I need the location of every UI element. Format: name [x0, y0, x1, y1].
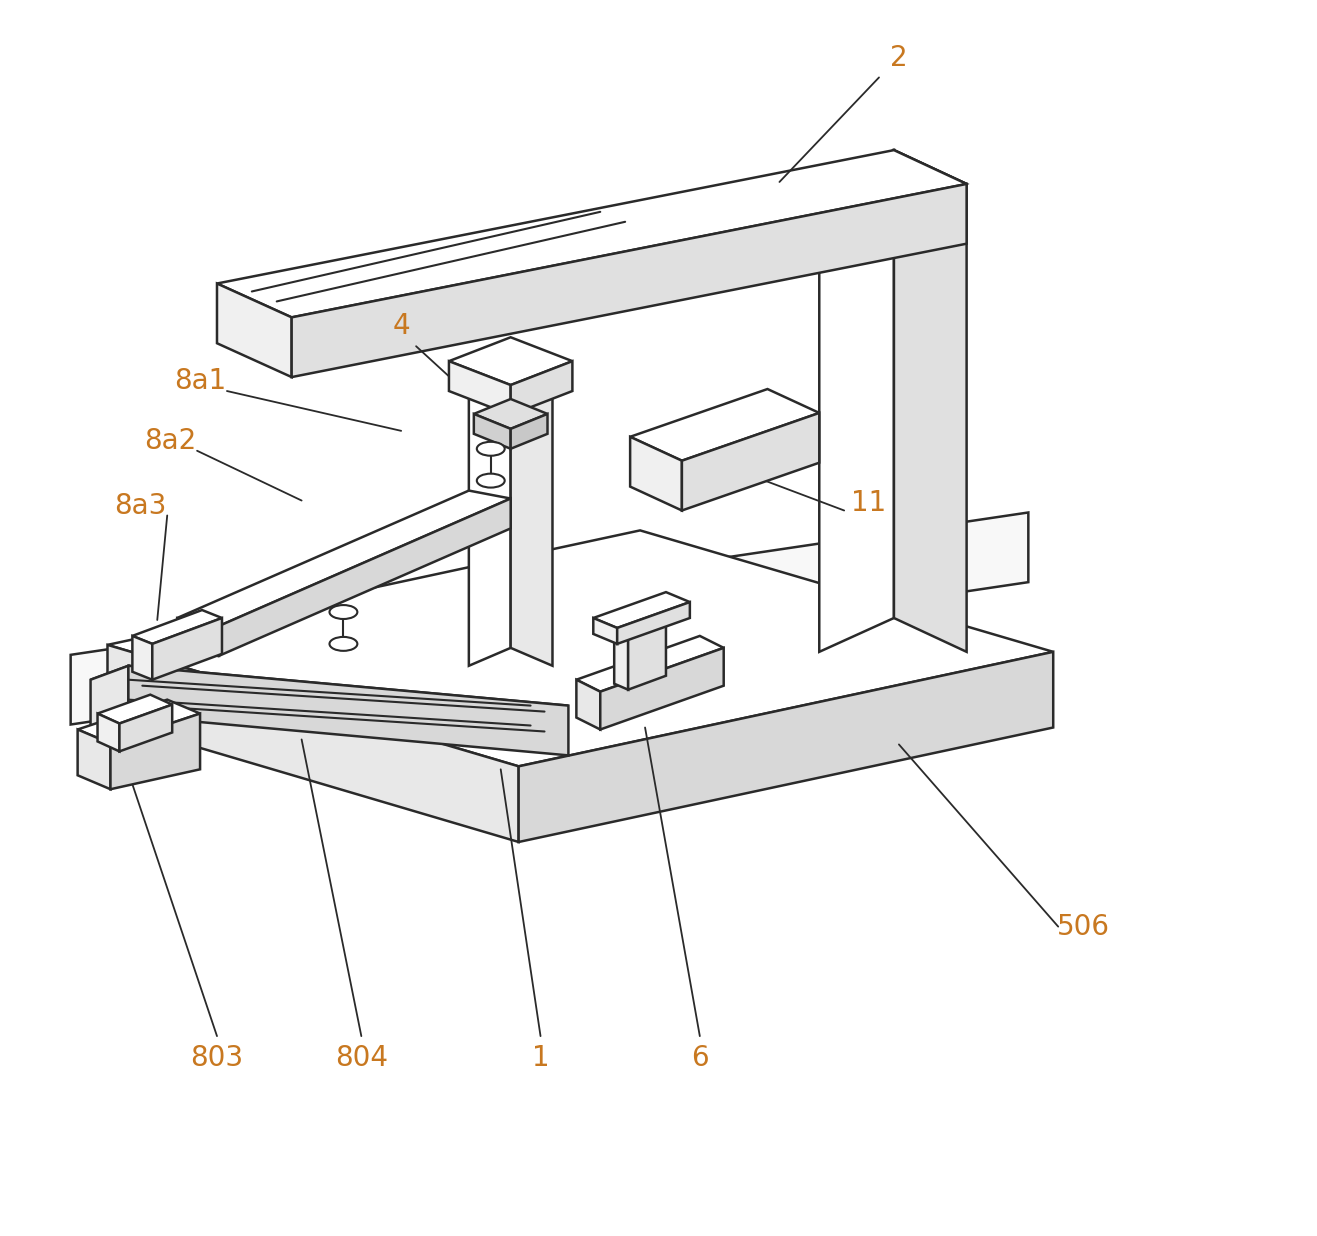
Polygon shape — [91, 666, 569, 719]
Polygon shape — [71, 513, 1029, 724]
Polygon shape — [108, 645, 519, 842]
Polygon shape — [894, 150, 967, 651]
Polygon shape — [519, 651, 1054, 842]
Polygon shape — [128, 666, 569, 755]
Polygon shape — [97, 695, 173, 723]
Text: 8a2: 8a2 — [144, 426, 196, 455]
Polygon shape — [78, 700, 200, 743]
Text: 803: 803 — [191, 1044, 244, 1072]
Polygon shape — [178, 618, 219, 656]
Polygon shape — [219, 498, 511, 656]
Polygon shape — [511, 361, 573, 415]
Polygon shape — [474, 399, 548, 429]
Polygon shape — [291, 184, 967, 377]
Polygon shape — [120, 705, 173, 751]
Polygon shape — [601, 648, 724, 729]
Polygon shape — [97, 713, 120, 751]
Ellipse shape — [329, 637, 357, 651]
Polygon shape — [618, 602, 690, 644]
Text: 8a3: 8a3 — [115, 492, 166, 519]
Polygon shape — [593, 592, 690, 628]
Polygon shape — [819, 150, 967, 218]
Polygon shape — [819, 150, 894, 651]
Polygon shape — [111, 713, 200, 790]
Polygon shape — [449, 337, 573, 386]
Text: 804: 804 — [335, 1044, 387, 1072]
Polygon shape — [153, 618, 223, 680]
Polygon shape — [469, 361, 511, 666]
Polygon shape — [682, 413, 819, 510]
Polygon shape — [630, 436, 682, 510]
Text: 2: 2 — [890, 43, 907, 72]
Text: 1: 1 — [532, 1044, 549, 1072]
Text: 4: 4 — [392, 313, 410, 340]
Polygon shape — [628, 620, 666, 690]
Polygon shape — [108, 530, 1054, 766]
Ellipse shape — [477, 441, 504, 456]
Polygon shape — [91, 666, 128, 729]
Polygon shape — [178, 491, 511, 625]
Polygon shape — [630, 389, 819, 461]
Text: 8a1: 8a1 — [174, 367, 227, 396]
Polygon shape — [614, 614, 666, 634]
Polygon shape — [78, 729, 111, 790]
Text: 506: 506 — [1056, 912, 1110, 941]
Polygon shape — [593, 618, 618, 644]
Polygon shape — [577, 635, 724, 692]
Polygon shape — [614, 628, 628, 690]
Polygon shape — [133, 611, 223, 644]
Polygon shape — [511, 361, 552, 666]
Polygon shape — [474, 414, 511, 449]
Polygon shape — [133, 635, 153, 680]
Ellipse shape — [329, 606, 357, 619]
Ellipse shape — [477, 473, 504, 487]
Polygon shape — [449, 361, 511, 415]
Text: 6: 6 — [691, 1044, 709, 1072]
Polygon shape — [577, 680, 601, 729]
Polygon shape — [217, 283, 291, 377]
Text: 11: 11 — [851, 488, 886, 517]
Polygon shape — [217, 150, 967, 318]
Polygon shape — [511, 414, 548, 449]
